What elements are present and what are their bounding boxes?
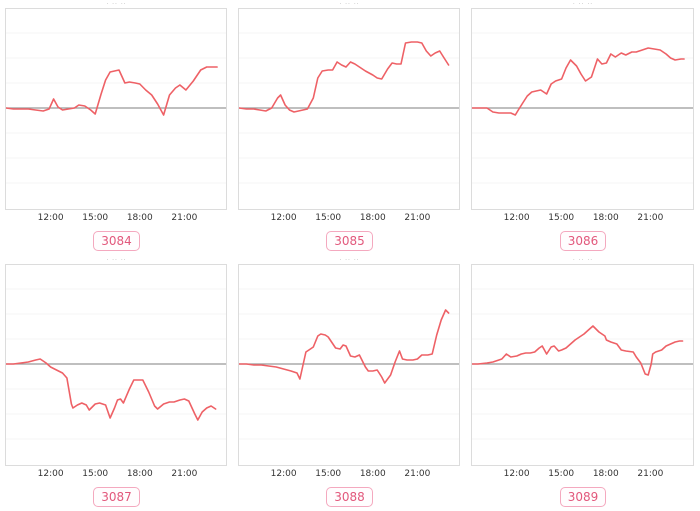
chart-plot-area bbox=[5, 8, 227, 210]
x-tick-label: 15:00 bbox=[315, 469, 342, 479]
series-line bbox=[472, 47, 685, 116]
x-tick-label: 12:00 bbox=[270, 469, 297, 479]
x-tick-label: 18:00 bbox=[359, 469, 386, 479]
chart-cell-3086: · ·· ·· 12:00 15:00 18:00 21:00 3086 bbox=[466, 0, 700, 256]
series-line bbox=[472, 325, 684, 376]
chart-cell-3087: · ·· ·· 12:00 15:00 18:00 21:00 3087 bbox=[0, 256, 233, 511]
clipped-chart-title: · ·· ·· bbox=[572, 257, 594, 264]
chart-plot-area bbox=[471, 264, 694, 466]
x-axis: 12:00 15:00 18:00 21:00 bbox=[238, 210, 460, 226]
chart-id-badge[interactable]: 3089 bbox=[559, 487, 607, 507]
x-axis: 12:00 15:00 18:00 21:00 bbox=[471, 466, 694, 482]
x-axis: 12:00 15:00 18:00 21:00 bbox=[5, 210, 227, 226]
line-chart-svg bbox=[6, 288, 226, 440]
chart-plot-area bbox=[238, 8, 460, 210]
chart-id-badge[interactable]: 3087 bbox=[93, 487, 140, 507]
clipped-chart-title: · ·· ·· bbox=[339, 257, 360, 264]
badge-row: 3085 bbox=[233, 226, 466, 260]
x-tick-label: 21:00 bbox=[171, 469, 198, 479]
chart-plot-area bbox=[471, 8, 694, 210]
series-line bbox=[6, 358, 217, 421]
x-tick-label: 12:00 bbox=[503, 469, 530, 479]
x-tick-label: 12:00 bbox=[503, 213, 530, 223]
badge-row: 3086 bbox=[466, 226, 700, 260]
series-line bbox=[239, 41, 450, 113]
x-tick-label: 12:00 bbox=[37, 213, 64, 223]
series-line bbox=[6, 66, 218, 116]
chart-id-badge[interactable]: 3088 bbox=[326, 487, 373, 507]
x-tick-label: 21:00 bbox=[171, 213, 198, 223]
x-tick-label: 21:00 bbox=[404, 469, 431, 479]
x-tick-label: 18:00 bbox=[359, 213, 386, 223]
x-tick-label: 15:00 bbox=[315, 213, 342, 223]
chart-id-badge[interactable]: 3085 bbox=[326, 231, 373, 251]
line-chart-svg bbox=[6, 32, 226, 184]
chart-plot-area bbox=[238, 264, 460, 466]
x-tick-label: 15:00 bbox=[82, 469, 109, 479]
chart-cell-3089: · ·· ·· 12:00 15:00 18:00 21:00 3089 bbox=[466, 256, 700, 511]
chart-cell-3088: · ·· ·· 12:00 15:00 18:00 21:00 3088 bbox=[233, 256, 466, 511]
x-tick-label: 18:00 bbox=[592, 469, 619, 479]
chart-cell-3085: · ·· ·· 12:00 15:00 18:00 21:00 3085 bbox=[233, 0, 466, 256]
x-tick-label: 15:00 bbox=[82, 213, 109, 223]
badge-row: 3088 bbox=[233, 482, 466, 511]
x-tick-label: 12:00 bbox=[37, 469, 64, 479]
x-tick-label: 15:00 bbox=[548, 213, 575, 223]
clipped-chart-title: · ·· ·· bbox=[572, 1, 594, 8]
line-chart-svg bbox=[239, 32, 459, 184]
x-axis: 12:00 15:00 18:00 21:00 bbox=[238, 466, 460, 482]
clipped-chart-title: · ·· ·· bbox=[106, 1, 127, 8]
x-tick-label: 18:00 bbox=[126, 213, 153, 223]
line-chart-svg bbox=[472, 32, 693, 184]
x-tick-label: 15:00 bbox=[548, 469, 575, 479]
chart-cell-3084: · ·· ·· 12:00 15:00 18:00 21:00 3084 bbox=[0, 0, 233, 256]
chart-id-badge[interactable]: 3086 bbox=[559, 231, 607, 251]
x-tick-label: 12:00 bbox=[270, 213, 297, 223]
chart-plot-area bbox=[5, 264, 227, 466]
x-tick-label: 21:00 bbox=[404, 213, 431, 223]
line-chart-svg bbox=[472, 288, 693, 440]
badge-row: 3089 bbox=[466, 482, 700, 511]
x-tick-label: 21:00 bbox=[637, 469, 664, 479]
series-line bbox=[239, 309, 450, 384]
x-tick-label: 18:00 bbox=[126, 469, 153, 479]
x-axis: 12:00 15:00 18:00 21:00 bbox=[471, 210, 694, 226]
x-axis: 12:00 15:00 18:00 21:00 bbox=[5, 466, 227, 482]
x-tick-label: 18:00 bbox=[592, 213, 619, 223]
clipped-chart-title: · ·· ·· bbox=[339, 1, 360, 8]
x-tick-label: 21:00 bbox=[637, 213, 664, 223]
badge-row: 3087 bbox=[0, 482, 233, 511]
badge-row: 3084 bbox=[0, 226, 233, 260]
chart-id-badge[interactable]: 3084 bbox=[93, 231, 140, 251]
line-chart-svg bbox=[239, 288, 459, 440]
clipped-chart-title: · ·· ·· bbox=[106, 257, 127, 264]
